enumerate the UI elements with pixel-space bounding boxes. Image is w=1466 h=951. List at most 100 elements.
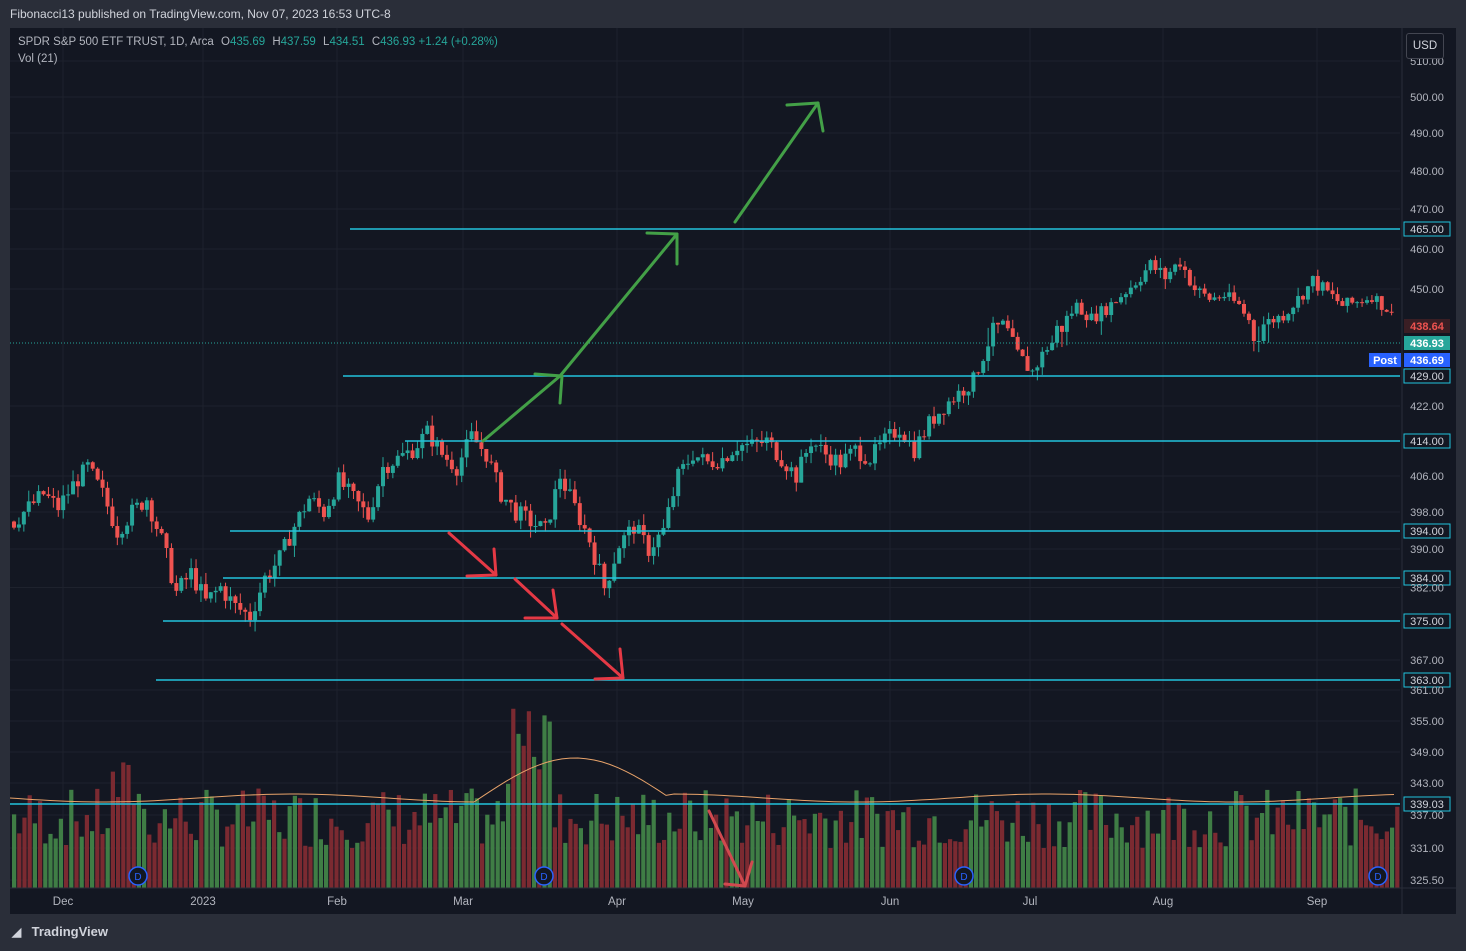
volume-bar <box>896 830 901 888</box>
candle-body <box>410 450 415 459</box>
volume-bar <box>693 831 698 888</box>
candle-body <box>587 528 592 543</box>
volume-bar <box>48 833 53 888</box>
candle-body <box>282 538 287 551</box>
candle-body <box>1143 270 1148 282</box>
volume-bar <box>1036 824 1041 888</box>
dividend-marker <box>954 866 974 886</box>
candle-body <box>641 525 646 536</box>
last-close-tag-bg <box>1404 319 1450 333</box>
volume-bar <box>1156 833 1161 888</box>
volume-legend[interactable]: Vol (21) <box>18 53 58 65</box>
volume-bar <box>318 839 323 888</box>
candle-body <box>838 454 843 468</box>
volume-bar <box>1140 847 1145 888</box>
ohlc-row: SPDR S&P 500 ETF TRUST, 1D, Arca O435.69… <box>18 34 498 51</box>
volume-bar <box>563 842 568 888</box>
candle-body <box>1192 285 1197 291</box>
volume-bar <box>64 844 69 888</box>
candle-body <box>1251 320 1256 341</box>
currency-button[interactable]: USD <box>1406 33 1444 59</box>
volume-bar <box>854 790 859 888</box>
candle-body <box>154 521 159 529</box>
volume-bar <box>1176 803 1181 888</box>
candle-body <box>90 462 95 469</box>
volume-bar <box>1332 799 1337 888</box>
volume-bar <box>786 799 791 888</box>
volume-bar <box>84 814 89 888</box>
candle-body <box>966 391 971 396</box>
volume-bar <box>126 764 131 888</box>
candle-body <box>228 596 233 601</box>
candle-body <box>1340 301 1345 306</box>
arrow-down-1-head <box>465 547 498 578</box>
candle-body <box>381 467 385 487</box>
volume-bar <box>859 837 864 888</box>
volume-bar <box>448 789 453 888</box>
level-price-tag <box>1403 672 1451 688</box>
candle-body <box>1296 296 1301 308</box>
chart-svg[interactable]: 465.00 429.00 414.00 394.00 384.00 375.00 363.… <box>10 28 1456 914</box>
volume-bar <box>885 811 890 888</box>
candle-body <box>651 547 656 556</box>
candle-body <box>917 436 922 459</box>
level-price-tag <box>1403 796 1451 812</box>
candle-body <box>513 502 518 521</box>
volume-bar <box>750 802 755 888</box>
candle-body <box>292 526 297 546</box>
time-tick-label: Jun <box>881 896 900 908</box>
volume-bar <box>656 842 661 888</box>
volume-bar <box>521 745 526 888</box>
volume-bar <box>272 800 277 888</box>
volume-bar <box>391 826 396 888</box>
volume-bar <box>381 792 386 888</box>
candle-body <box>184 577 189 580</box>
volume-bar <box>32 823 37 888</box>
volume-bar <box>1072 802 1077 888</box>
candle-body <box>779 460 784 467</box>
volume-bar <box>464 793 469 888</box>
candle-body <box>597 563 602 565</box>
symbol-name[interactable]: SPDR S&P 500 ETF TRUST, 1D, Arca <box>18 36 214 48</box>
volume-bar <box>1265 789 1270 888</box>
candle-body <box>164 533 169 548</box>
volume-bar <box>677 828 682 888</box>
candle-body <box>405 450 410 454</box>
volume-bar <box>1114 813 1119 888</box>
volume-bar <box>225 826 230 888</box>
volume-bar <box>916 840 921 888</box>
price-tick-label: 382.00 <box>1410 583 1444 595</box>
volume-bar <box>974 794 979 888</box>
volume-bar <box>828 847 833 888</box>
candle-body <box>1163 267 1168 280</box>
candle-body <box>602 563 607 589</box>
candle-body <box>56 497 61 511</box>
tradingview-logo[interactable]: ◢ TradingView <box>12 924 108 939</box>
candle-body <box>459 457 464 476</box>
price-tick-label: 480.00 <box>1410 166 1444 178</box>
candle-body <box>1128 287 1133 295</box>
volume-bar <box>360 841 365 888</box>
candle-body <box>1325 282 1330 291</box>
candle-body <box>1148 260 1153 271</box>
volume-bar <box>1291 829 1296 888</box>
candle-body <box>533 526 538 528</box>
volume-bar <box>261 795 266 888</box>
arrow-up-2 <box>558 232 679 378</box>
volume-bar <box>807 833 812 888</box>
volume-bar <box>116 796 121 888</box>
volume-bar <box>734 811 739 888</box>
time-tick-label: Jul <box>1023 896 1038 908</box>
volume-bar <box>1088 829 1093 888</box>
candle-body <box>213 590 218 593</box>
candle-body <box>1237 300 1242 305</box>
volume-bar <box>542 715 547 888</box>
candle-body <box>139 502 144 510</box>
volume-bar <box>1010 822 1015 888</box>
candle-body <box>390 465 395 473</box>
volume-bar <box>1306 798 1311 888</box>
candle-body <box>695 457 700 461</box>
volume-bar <box>147 834 152 888</box>
tradingview-logo-text: TradingView <box>31 924 108 939</box>
chart-panel[interactable]: 465.00 429.00 414.00 394.00 384.00 375.00 363.… <box>10 28 1456 914</box>
